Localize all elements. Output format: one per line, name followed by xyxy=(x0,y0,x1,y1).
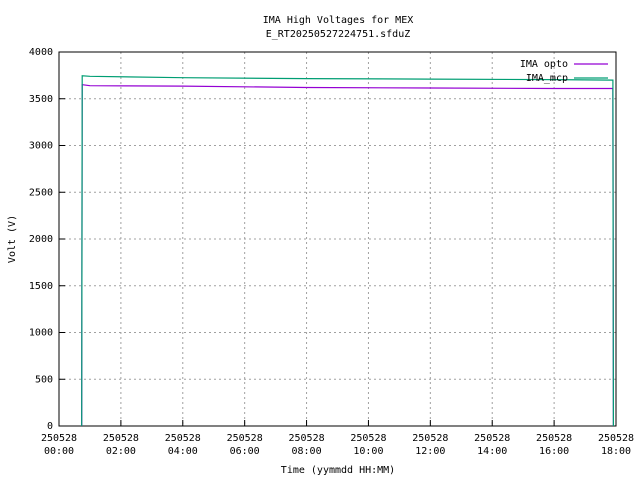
y-tick-label: 1500 xyxy=(29,281,53,292)
x-tick-label: 250528 02:00 xyxy=(102,433,139,457)
x-tick-label: 250528 18:00 xyxy=(597,433,635,457)
y-tick-label: 1000 xyxy=(29,328,53,339)
x-tick-label: 250528 10:00 xyxy=(350,433,387,457)
x-tick-label: 250528 00:00 xyxy=(40,433,78,457)
x-tick-label: 250528 14:00 xyxy=(474,433,511,457)
y-tick-label: 4000 xyxy=(29,47,53,58)
x-tick-label: 250528 12:00 xyxy=(412,433,449,457)
y-tick-label: 2500 xyxy=(29,187,53,198)
y-tick-label: 3000 xyxy=(29,141,53,152)
y-tick-label: 0 xyxy=(47,421,53,432)
chart-title: IMA High Voltages for MEX xyxy=(263,15,414,26)
x-tick-label: 250528 16:00 xyxy=(536,433,573,457)
plot-border xyxy=(58,51,617,427)
series-line xyxy=(81,75,615,427)
x-axis-label: Time (yymmdd HH:MM) xyxy=(281,465,395,476)
y-tick-label: 2000 xyxy=(29,234,53,245)
x-tick-label: 250528 06:00 xyxy=(226,433,263,457)
legend-label: IMA opto xyxy=(520,59,568,70)
y-axis-label: Volt (V) xyxy=(7,215,18,263)
series-line xyxy=(81,84,615,427)
y-tick-label: 500 xyxy=(35,374,53,385)
legend-label: IMA_mcp xyxy=(526,73,568,84)
y-tick-label: 3500 xyxy=(29,94,53,105)
x-tick-label: 250528 04:00 xyxy=(164,433,201,457)
chart-subtitle: E_RT20250527224751.sfduZ xyxy=(266,29,411,40)
x-tick-label: 250528 08:00 xyxy=(288,433,325,457)
